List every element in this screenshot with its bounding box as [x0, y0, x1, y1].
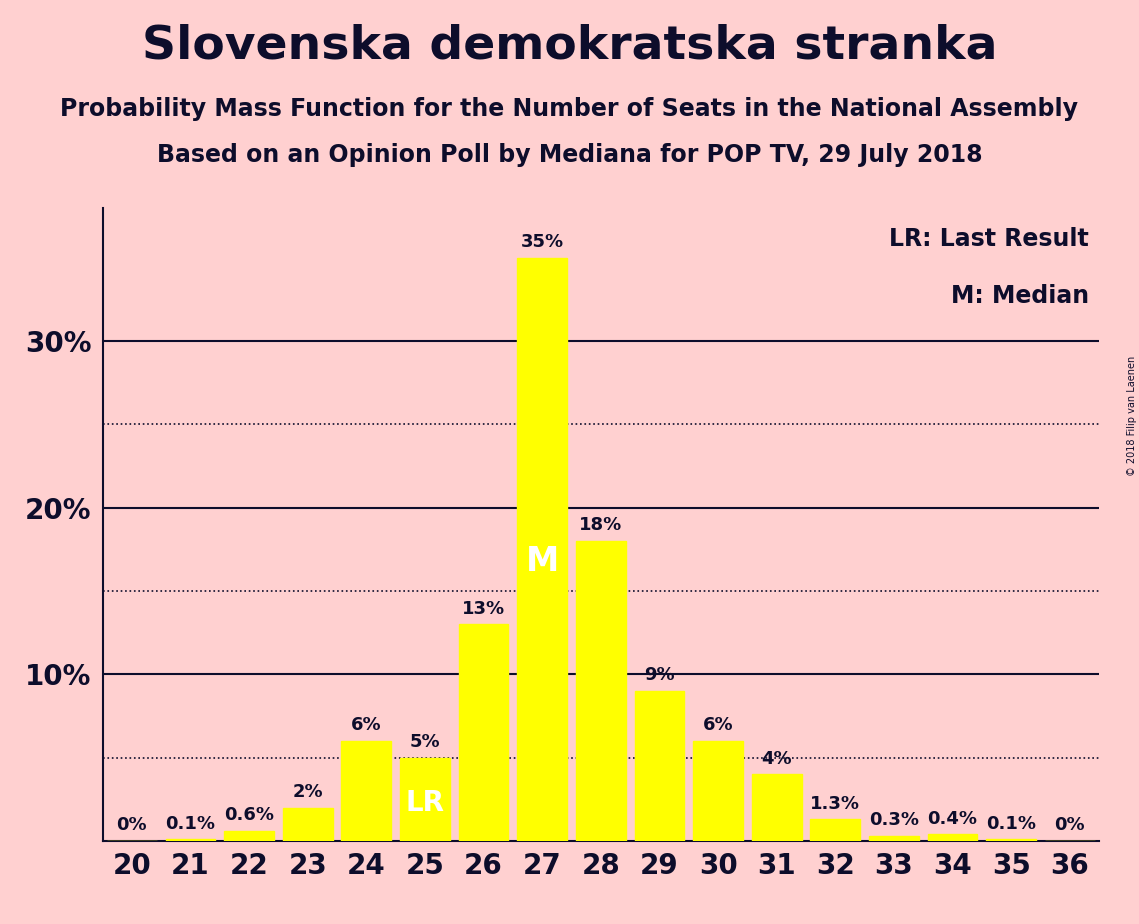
Text: 18%: 18%	[580, 517, 622, 534]
Bar	[400, 758, 450, 841]
Text: M: M	[525, 544, 559, 578]
Text: 0.1%: 0.1%	[165, 815, 215, 833]
Text: 0%: 0%	[1055, 816, 1085, 834]
Text: 6%: 6%	[351, 716, 382, 735]
Text: 0%: 0%	[116, 816, 147, 834]
Text: 0.6%: 0.6%	[224, 806, 274, 824]
Bar	[165, 839, 215, 841]
Text: 1.3%: 1.3%	[810, 795, 860, 812]
Bar	[576, 541, 625, 841]
Bar	[459, 625, 508, 841]
Text: 0.3%: 0.3%	[869, 811, 919, 829]
Text: 5%: 5%	[410, 733, 441, 751]
Bar	[752, 774, 802, 841]
Text: Probability Mass Function for the Number of Seats in the National Assembly: Probability Mass Function for the Number…	[60, 97, 1079, 121]
Bar	[927, 834, 977, 841]
Text: 35%: 35%	[521, 233, 564, 251]
Text: Slovenska demokratska stranka: Slovenska demokratska stranka	[141, 23, 998, 68]
Text: 0.4%: 0.4%	[927, 809, 977, 828]
Bar	[517, 258, 567, 841]
Text: M: Median: M: Median	[951, 284, 1089, 308]
Bar	[986, 839, 1036, 841]
Bar	[694, 741, 743, 841]
Text: 0.1%: 0.1%	[986, 815, 1036, 833]
Text: LR: LR	[405, 789, 444, 818]
Bar	[224, 831, 274, 841]
Text: © 2018 Filip van Laenen: © 2018 Filip van Laenen	[1126, 356, 1137, 476]
Text: 6%: 6%	[703, 716, 734, 735]
Text: 9%: 9%	[645, 666, 674, 685]
Bar	[869, 836, 919, 841]
Text: 2%: 2%	[293, 783, 323, 801]
Bar	[811, 820, 860, 841]
Bar	[342, 741, 391, 841]
Bar	[282, 808, 333, 841]
Text: 13%: 13%	[462, 600, 505, 617]
Bar	[634, 691, 685, 841]
Text: 4%: 4%	[761, 749, 792, 768]
Text: Based on an Opinion Poll by Mediana for POP TV, 29 July 2018: Based on an Opinion Poll by Mediana for …	[157, 143, 982, 167]
Text: LR: Last Result: LR: Last Result	[890, 227, 1089, 251]
